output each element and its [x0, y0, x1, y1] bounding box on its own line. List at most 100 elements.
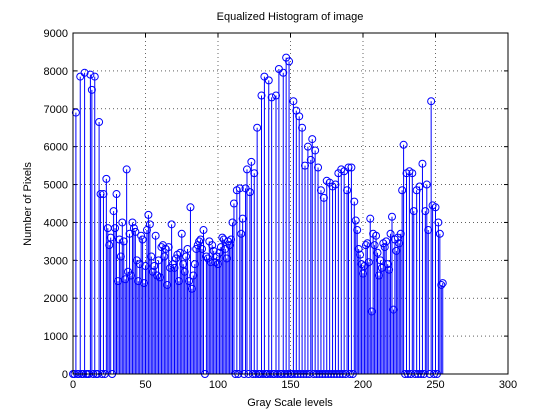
stem-marker [119, 237, 128, 246]
stem-marker [298, 123, 307, 132]
stem-marker [138, 235, 147, 244]
stem-marker [395, 239, 404, 248]
stem-marker [386, 229, 395, 238]
stem-marker [367, 307, 376, 316]
stem-marker [431, 203, 440, 212]
stem-marker [372, 231, 381, 240]
stem-marker [415, 182, 424, 191]
stem-marker [392, 246, 401, 255]
stem-marker [135, 260, 144, 269]
stem-marker [192, 244, 201, 253]
stem-marker [71, 108, 80, 117]
stem-marker [370, 241, 379, 250]
stem-marker [131, 227, 140, 236]
stem-marker [374, 271, 383, 280]
stem-marker [198, 244, 207, 253]
stem-marker [237, 229, 246, 238]
stem-marker [245, 188, 254, 197]
stem-marker [235, 184, 244, 193]
stem-marker [389, 305, 398, 314]
stem-marker [361, 241, 370, 250]
stem-marker [238, 214, 247, 223]
stem-marker [331, 180, 340, 189]
stem-marker [347, 163, 356, 172]
stem-marker [99, 190, 108, 199]
stem-marker [96, 190, 105, 199]
stem-marker [267, 93, 276, 102]
stem-marker [208, 241, 217, 250]
stem-marker [382, 237, 391, 246]
stem-marker [156, 273, 164, 282]
stem-marker [164, 243, 173, 252]
stem-marker [174, 277, 183, 286]
stem-marker [350, 197, 359, 206]
stem-marker [421, 207, 430, 216]
stem-marker [116, 252, 125, 261]
stem-marker [306, 155, 315, 164]
stem-marker [195, 237, 204, 246]
stem-marker [160, 252, 169, 261]
stem-marker [247, 157, 256, 166]
stem-marker [364, 258, 373, 267]
y-tick-label: 4000 [44, 217, 68, 229]
stem-marker [147, 252, 156, 261]
stem-marker [344, 163, 353, 172]
stem-marker [141, 262, 150, 271]
stem-marker [303, 142, 312, 151]
stem-marker [121, 275, 130, 284]
y-tick-label: 2000 [44, 293, 68, 305]
stem-marker [376, 256, 385, 265]
stem-marker [176, 248, 185, 257]
stem-marker [144, 210, 153, 219]
stem-marker [222, 254, 231, 263]
stem-marker [167, 220, 176, 229]
stem-marker [127, 271, 135, 280]
x-tick-label: 150 [281, 379, 299, 391]
stem-marker [154, 256, 163, 265]
stem-marker [356, 250, 365, 259]
stem-marker [435, 229, 444, 238]
stem-marker [177, 229, 186, 238]
stem-marker [186, 203, 195, 212]
stem-marker [377, 263, 386, 272]
x-tick-label: 250 [426, 379, 444, 391]
stem-marker [264, 76, 273, 85]
stem-marker [373, 248, 382, 257]
stem-marker [422, 180, 431, 189]
stem-marker [215, 248, 224, 257]
stem-marker [319, 193, 328, 202]
stem-marker [129, 224, 138, 233]
stem-marker [301, 161, 309, 170]
stem-marker [227, 235, 236, 244]
stem-marker [225, 241, 234, 250]
stem-marker [134, 277, 143, 286]
stem-marker [383, 260, 392, 269]
stem-marker [409, 207, 418, 216]
chart-title: Equalized Histogram of image [217, 11, 364, 23]
stem-marker [118, 218, 127, 227]
y-tick-label: 1000 [44, 331, 68, 343]
y-tick-label: 6000 [44, 142, 68, 154]
stem-marker [228, 218, 237, 227]
stem-marker [408, 169, 417, 178]
stem-marker [398, 186, 407, 195]
stem-marker [180, 267, 189, 276]
stem-marker [385, 265, 394, 274]
stem-marker [199, 226, 208, 235]
stem-marker [125, 229, 134, 238]
stem-marker [279, 68, 288, 77]
stem-marker [343, 186, 352, 195]
x-tick-label: 0 [70, 379, 76, 391]
stem-marker [86, 70, 95, 79]
stem-marker [163, 280, 172, 289]
stem-marker [187, 284, 196, 293]
y-tick-label: 9000 [44, 28, 68, 40]
stem-marker [424, 226, 433, 235]
stem-marker [316, 186, 325, 195]
x-tick-label: 200 [354, 379, 372, 391]
stem-marker [137, 231, 146, 240]
stem-marker [171, 254, 180, 263]
axes-box [72, 32, 509, 375]
stem-marker [418, 159, 427, 168]
